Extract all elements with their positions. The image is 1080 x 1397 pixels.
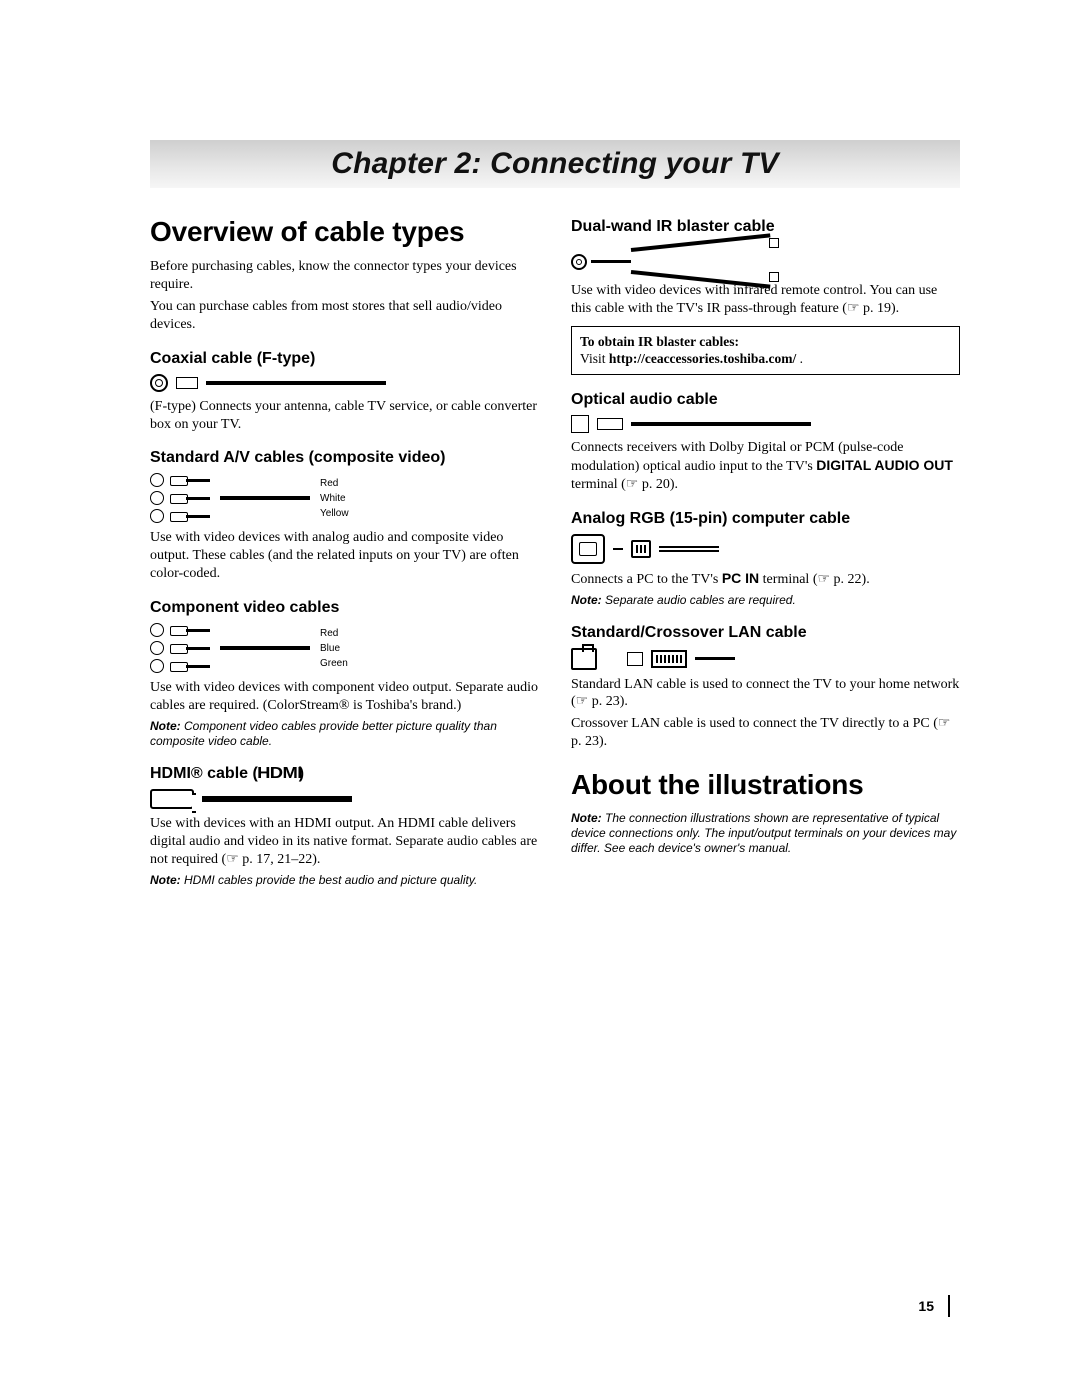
lan-text-2: Crossover LAN cable is used to connect t… <box>571 715 960 751</box>
cable-line-icon <box>631 422 811 426</box>
page-number: 15 <box>918 1295 950 1317</box>
component-label-blue: Blue <box>320 643 360 654</box>
section-overview-heading: Overview of cable types <box>150 216 539 248</box>
component-text: Use with video devices with component vi… <box>150 679 539 715</box>
composite-label-yellow: Yellow <box>320 508 360 519</box>
hdmi-text: Use with devices with an HDMI output. An… <box>150 815 539 869</box>
component-note: Note: Component video cables provide bet… <box>150 719 539 749</box>
hdmi-logo-icon: HDMI <box>257 765 302 783</box>
ir-box-url: http://ceaccessories.toshiba.com/ <box>609 351 796 366</box>
overview-intro-1: Before purchasing cables, know the conne… <box>150 258 539 294</box>
vga-plug-icon <box>571 534 605 564</box>
coax-plug-icon <box>176 377 198 389</box>
component-label-green: Green <box>320 658 360 669</box>
optical-heading: Optical audio cable <box>571 391 960 409</box>
rgb-note: Note: Separate audio cables are required… <box>571 593 960 608</box>
lan-illustration <box>571 648 960 670</box>
composite-text: Use with video devices with analog audio… <box>150 529 539 583</box>
composite-heading: Standard A/V cables (composite video) <box>150 449 539 467</box>
ir-box: To obtain IR blaster cables: Visit http:… <box>571 326 960 375</box>
vga-connector-icon <box>631 540 651 558</box>
hdmi-illustration <box>150 789 539 809</box>
right-column: Dual-wand IR blaster cable Use with vide… <box>571 212 960 888</box>
composite-label-white: White <box>320 493 360 504</box>
component-label-red: Red <box>320 628 360 639</box>
ir-illustration <box>571 242 791 282</box>
hdmi-plug-icon <box>150 789 194 809</box>
hdmi-heading: HDMI® cable (HDMI) <box>150 765 539 783</box>
content-columns: Overview of cable types Before purchasin… <box>150 212 960 888</box>
optical-jack-icon <box>571 415 589 433</box>
composite-illustration: Red White Yellow <box>150 473 539 523</box>
lan-text-1: Standard LAN cable is used to connect th… <box>571 676 960 712</box>
coax-jack-icon <box>150 374 168 392</box>
optical-plug-icon <box>597 418 623 430</box>
lan-heading: Standard/Crossover LAN cable <box>571 624 960 642</box>
chapter-header: Chapter 2: Connecting your TV <box>150 140 960 188</box>
lan-jack-icon <box>571 648 597 670</box>
component-illustration: Red Blue Green <box>150 623 539 673</box>
cable-line-icon <box>202 796 352 802</box>
cable-line-icon <box>695 657 735 660</box>
rgb-heading: Analog RGB (15-pin) computer cable <box>571 510 960 528</box>
about-note: Note: The connection illustrations shown… <box>571 811 960 856</box>
composite-label-red: Red <box>320 478 360 489</box>
component-heading: Component video cables <box>150 599 539 617</box>
cable-line-icon <box>206 381 386 385</box>
ir-box-label: To obtain IR blaster cables: <box>580 334 739 349</box>
coax-text: (F-type) Connects your antenna, cable TV… <box>150 398 539 434</box>
overview-intro-2: You can purchase cables from most stores… <box>150 298 539 334</box>
rj45-connector-icon <box>651 650 687 668</box>
section-about-heading: About the illustrations <box>571 769 960 801</box>
coax-illustration <box>150 374 539 392</box>
rj45-plug-icon <box>627 652 643 666</box>
rgb-text: Connects a PC to the TV's PC IN terminal… <box>571 570 960 589</box>
optical-illustration <box>571 415 960 433</box>
optical-text: Connects receivers with Dolby Digital or… <box>571 439 960 494</box>
rgb-illustration <box>571 534 960 564</box>
left-column: Overview of cable types Before purchasin… <box>150 212 539 888</box>
hdmi-note: Note: HDMI cables provide the best audio… <box>150 873 539 888</box>
chapter-title: Chapter 2: Connecting your TV <box>331 147 779 181</box>
coax-heading: Coaxial cable (F-type) <box>150 350 539 368</box>
